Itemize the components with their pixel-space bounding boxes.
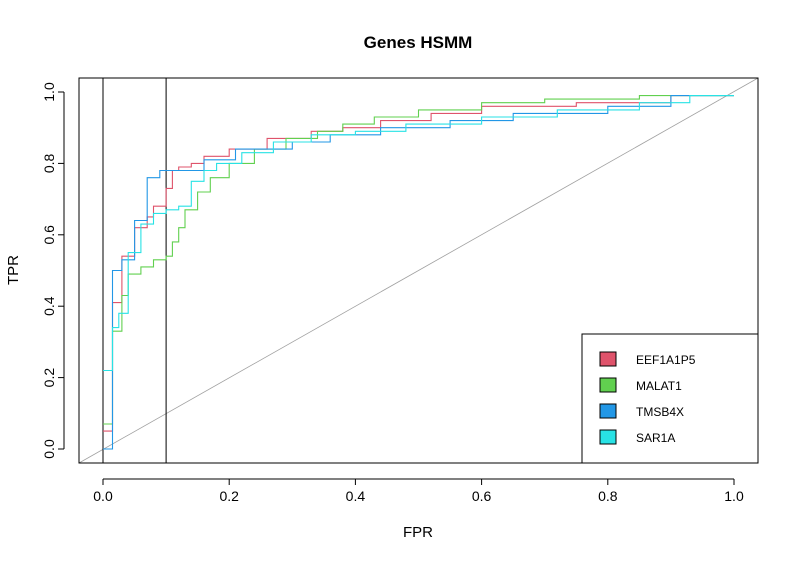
legend: EEF1A1P5 MALAT1 TMSB4X SAR1A	[581, 333, 759, 464]
legend-swatch-tmsb4x	[599, 403, 617, 419]
diagonal-reference-line	[78, 77, 759, 464]
y-tick-label: 0.8	[41, 153, 57, 173]
series-line-sar1a	[103, 95, 734, 372]
x-tick-label: 1.0	[724, 488, 744, 504]
x-tick-label: 0.6	[472, 488, 492, 504]
chart-title: Genes HSMM	[364, 33, 473, 52]
x-tick-label: 0.0	[93, 488, 113, 504]
y-tick-label: 0.4	[41, 296, 57, 316]
legend-label-malat1: MALAT1	[636, 379, 682, 393]
y-axis-label: TPR	[5, 255, 22, 285]
legend-swatch-sar1a	[599, 429, 617, 445]
series-layer	[103, 95, 734, 450]
legend-swatch-malat1	[599, 377, 617, 393]
legend-label-tmsb4x: TMSB4X	[636, 405, 684, 419]
series-line-malat1	[103, 95, 734, 425]
y-tick-label: 1.0	[41, 82, 57, 102]
y-tick-label: 0.0	[41, 439, 57, 459]
x-tick-label: 0.4	[346, 488, 366, 504]
y-tick-label: 0.2	[41, 368, 57, 388]
series-line-tmsb4x	[103, 95, 734, 450]
y-tick-label: 0.6	[41, 225, 57, 245]
axes-layer: 0.0 0.2 0.4 0.6 0.8 1.0 0.0 0.2 0.4 0.6 0.8 1.0	[41, 82, 744, 504]
legend-label-eef1a1p5: EEF1A1P5	[636, 353, 696, 367]
x-axis-label: FPR	[403, 524, 433, 541]
plot-frame	[78, 77, 759, 464]
x-tick-label: 0.8	[598, 488, 618, 504]
legend-label-sar1a: SAR1A	[636, 431, 675, 445]
reference-lines	[78, 77, 759, 464]
legend-swatch-eef1a1p5	[599, 351, 617, 367]
x-tick-label: 0.2	[219, 488, 239, 504]
